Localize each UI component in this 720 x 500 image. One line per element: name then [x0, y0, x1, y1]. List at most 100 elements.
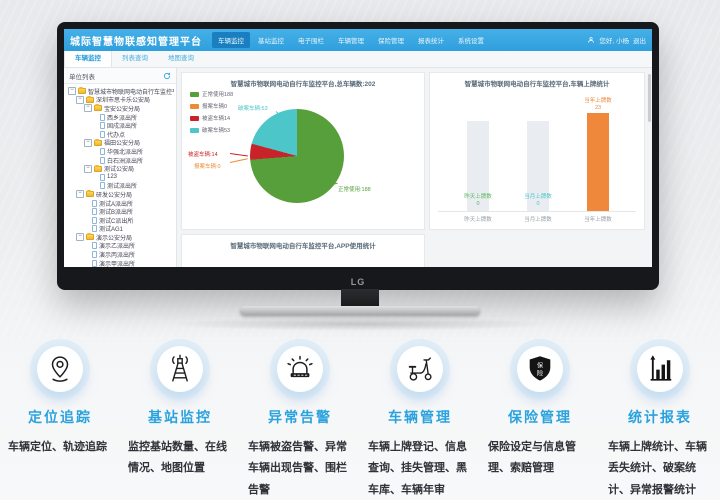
tree-node-label: 演示公安分局: [96, 235, 133, 242]
tree-node[interactable]: 测试C派出所: [66, 216, 174, 225]
tree-node-label: 固戍派出所: [107, 124, 138, 130]
tree-node[interactable]: 华强北派出所: [66, 147, 174, 156]
tree-node[interactable]: 演示甲派出所: [66, 259, 174, 267]
x-axis-label: 当月上牌数: [524, 217, 552, 223]
nav-item-1[interactable]: 基站监控: [258, 38, 284, 45]
tab-1[interactable]: 列表查询: [122, 55, 148, 62]
collapse-icon[interactable]: −: [84, 138, 92, 147]
feature-alarm-siren: 异常告警车辆被盗告警、异常车辆出现告警、围栏告警: [240, 346, 360, 500]
tree-node[interactable]: 代办点: [66, 130, 174, 139]
feature-description: 车辆上牌登记、信息查询、挂失管理、黑车库、车辆年审: [368, 441, 467, 496]
file-icon: [92, 208, 97, 216]
tree-node[interactable]: − 演示公安分局: [66, 233, 174, 242]
collapse-icon[interactable]: −: [84, 104, 92, 113]
legend-label: 正常使用188: [202, 92, 234, 98]
nav-item-0[interactable]: 车辆监控: [212, 32, 250, 48]
bar: [527, 121, 549, 211]
tree-node-label: 西乡派出所: [107, 115, 138, 122]
file-icon: [100, 113, 105, 121]
tree-node[interactable]: − 深圳市思卡乐公安局: [66, 95, 174, 104]
nav-item-6[interactable]: 系统设置: [458, 38, 484, 45]
collapse-icon[interactable]: −: [68, 87, 76, 96]
collapse-icon[interactable]: −: [84, 164, 92, 173]
feature-location-pin: 定位追踪 车辆定位、轨迹追踪: [0, 346, 120, 500]
pie-chart-panel: 智慧城市物联网电动自行车监控平台,总车辆数:202 正常使用188 报案车辆0 被盗…: [181, 72, 425, 230]
dashboard-body: 单位列表 −智慧城市物联网电动自行车监控平台−深圳市思卡乐公安局−宝安公安分局西…: [64, 68, 652, 267]
tree-node[interactable]: 测试A派出所: [66, 199, 174, 207]
insurance-shield-icon: 保险: [517, 346, 563, 392]
app-title: 城际智慧物联感知管理平台: [70, 36, 202, 48]
nav-item-5[interactable]: 报表统计: [418, 38, 444, 45]
refresh-icon[interactable]: [163, 72, 171, 80]
file-icon: [100, 147, 105, 155]
tab-2[interactable]: 地图查询: [168, 55, 194, 62]
folder-icon: [86, 190, 94, 198]
feature-description: 保险设定与信息管理、索赔管理: [488, 441, 576, 475]
pie-chart-title: 智慧城市物联网电动自行车监控平台,总车辆数:202: [230, 81, 376, 88]
nav-item-2[interactable]: 电子围栏: [298, 38, 324, 45]
scrollbar[interactable]: [648, 74, 651, 122]
tree-node[interactable]: 测试派出所: [66, 182, 174, 191]
nav-item-3[interactable]: 车辆管理: [338, 38, 364, 45]
monitor-stand-base: [240, 306, 480, 315]
bar-value-label: 昨天上牌数 0: [448, 194, 508, 208]
tree-node[interactable]: 123: [66, 173, 174, 182]
sidebar-title: 单位列表: [69, 73, 95, 81]
feature-title: 异常告警: [268, 409, 332, 425]
user-icon: [588, 37, 595, 43]
tree-node[interactable]: 白石洲派出所: [66, 156, 174, 165]
feature-description: 车辆被盗告警、异常车辆出现告警、围栏告警: [248, 441, 347, 496]
tree-node-label: 智慧城市物联网电动自行车监控平台: [88, 89, 174, 96]
pie-chart: [250, 109, 344, 203]
tree-node[interactable]: − 智慧城市物联网电动自行车监控平台: [66, 87, 174, 96]
sidebar: 单位列表 −智慧城市物联网电动自行车监控平台−深圳市思卡乐公安局−宝安公安分局西…: [64, 68, 177, 267]
tree-node-label: 测试AG1: [99, 227, 124, 234]
collapse-icon[interactable]: −: [76, 190, 84, 199]
alarm-siren-icon: [277, 346, 323, 392]
callout-line: [229, 158, 248, 163]
app-usage-title: 智慧城市物联网电动自行车监控平台,APP使用统计: [230, 243, 376, 250]
tab-0[interactable]: 车辆监控: [64, 51, 112, 67]
logout-link[interactable]: 退出: [633, 38, 646, 45]
tree-node[interactable]: − 测试公安局: [66, 164, 174, 173]
legend-item[interactable]: 破案车辆53: [190, 126, 233, 134]
main-content: 智慧城市物联网电动自行车监控平台,总车辆数:202 正常使用188 报案车辆0 被盗…: [177, 68, 652, 267]
file-icon: [92, 259, 97, 267]
file-icon: [92, 216, 97, 224]
tree-node-label: 123: [107, 174, 118, 181]
legend-label: 破案车辆53: [202, 128, 231, 134]
tree-node[interactable]: − 宝安公安分局: [66, 104, 174, 113]
file-icon: [100, 182, 105, 190]
tree-node-label: 测试公安局: [104, 167, 135, 173]
feature-insurance-shield: 保险保险管理 保险设定与信息管理、索赔管理: [480, 346, 600, 500]
collapse-icon[interactable]: −: [76, 95, 84, 104]
bar-value-name: 昨天上牌数: [464, 194, 492, 200]
monitor-stand-neck: [341, 289, 379, 308]
tree-node[interactable]: 西乡派出所: [66, 113, 174, 122]
tree-node[interactable]: 测试B派出所: [66, 207, 174, 216]
legend-item[interactable]: 正常使用188: [190, 90, 233, 98]
tree-node[interactable]: 演示乙派出所: [66, 242, 174, 250]
tree-node[interactable]: − 福田公安分局: [66, 138, 174, 147]
tree-node[interactable]: 固戍派出所: [66, 121, 174, 130]
bar-chart-title: 智慧城市物联网电动自行车监控平台,车辆上牌统计: [464, 81, 610, 88]
legend-item[interactable]: 被盗车辆14: [190, 114, 233, 122]
monitor: 城际智慧物联感知管理平台 车辆监控 基站监控 电子围栏 车辆管理 保险管理 报表统计 系统设…: [57, 22, 659, 290]
dashboard-screen: 城际智慧物联感知管理平台 车辆监控 基站监控 电子围栏 车辆管理 保险管理 报表统计 系统设…: [64, 29, 652, 267]
nav-item-4[interactable]: 保险管理: [378, 38, 404, 45]
pie-legend: 正常使用188 报案车辆0 被盗车辆14 破案车辆53: [190, 90, 233, 138]
file-icon: [100, 156, 105, 164]
bar: [467, 121, 489, 211]
legend-item[interactable]: 报案车辆0: [190, 102, 233, 110]
sidebar-header: 单位列表: [64, 68, 176, 84]
tree-node[interactable]: 演示丙派出所: [66, 250, 174, 259]
tree-node[interactable]: 测试AG1: [66, 225, 174, 234]
tree-node-label: 白石洲派出所: [107, 158, 144, 165]
tree-node-label: 测试B派出所: [99, 210, 134, 216]
collapse-icon[interactable]: −: [76, 233, 84, 242]
tree-node-label: 测试派出所: [107, 184, 138, 191]
location-pin-icon: [37, 346, 83, 392]
tree-node[interactable]: − 研发公安分局: [66, 190, 174, 199]
tree-node-label: 演示丙派出所: [99, 253, 136, 259]
x-axis-label: 当年上牌数: [584, 217, 612, 223]
